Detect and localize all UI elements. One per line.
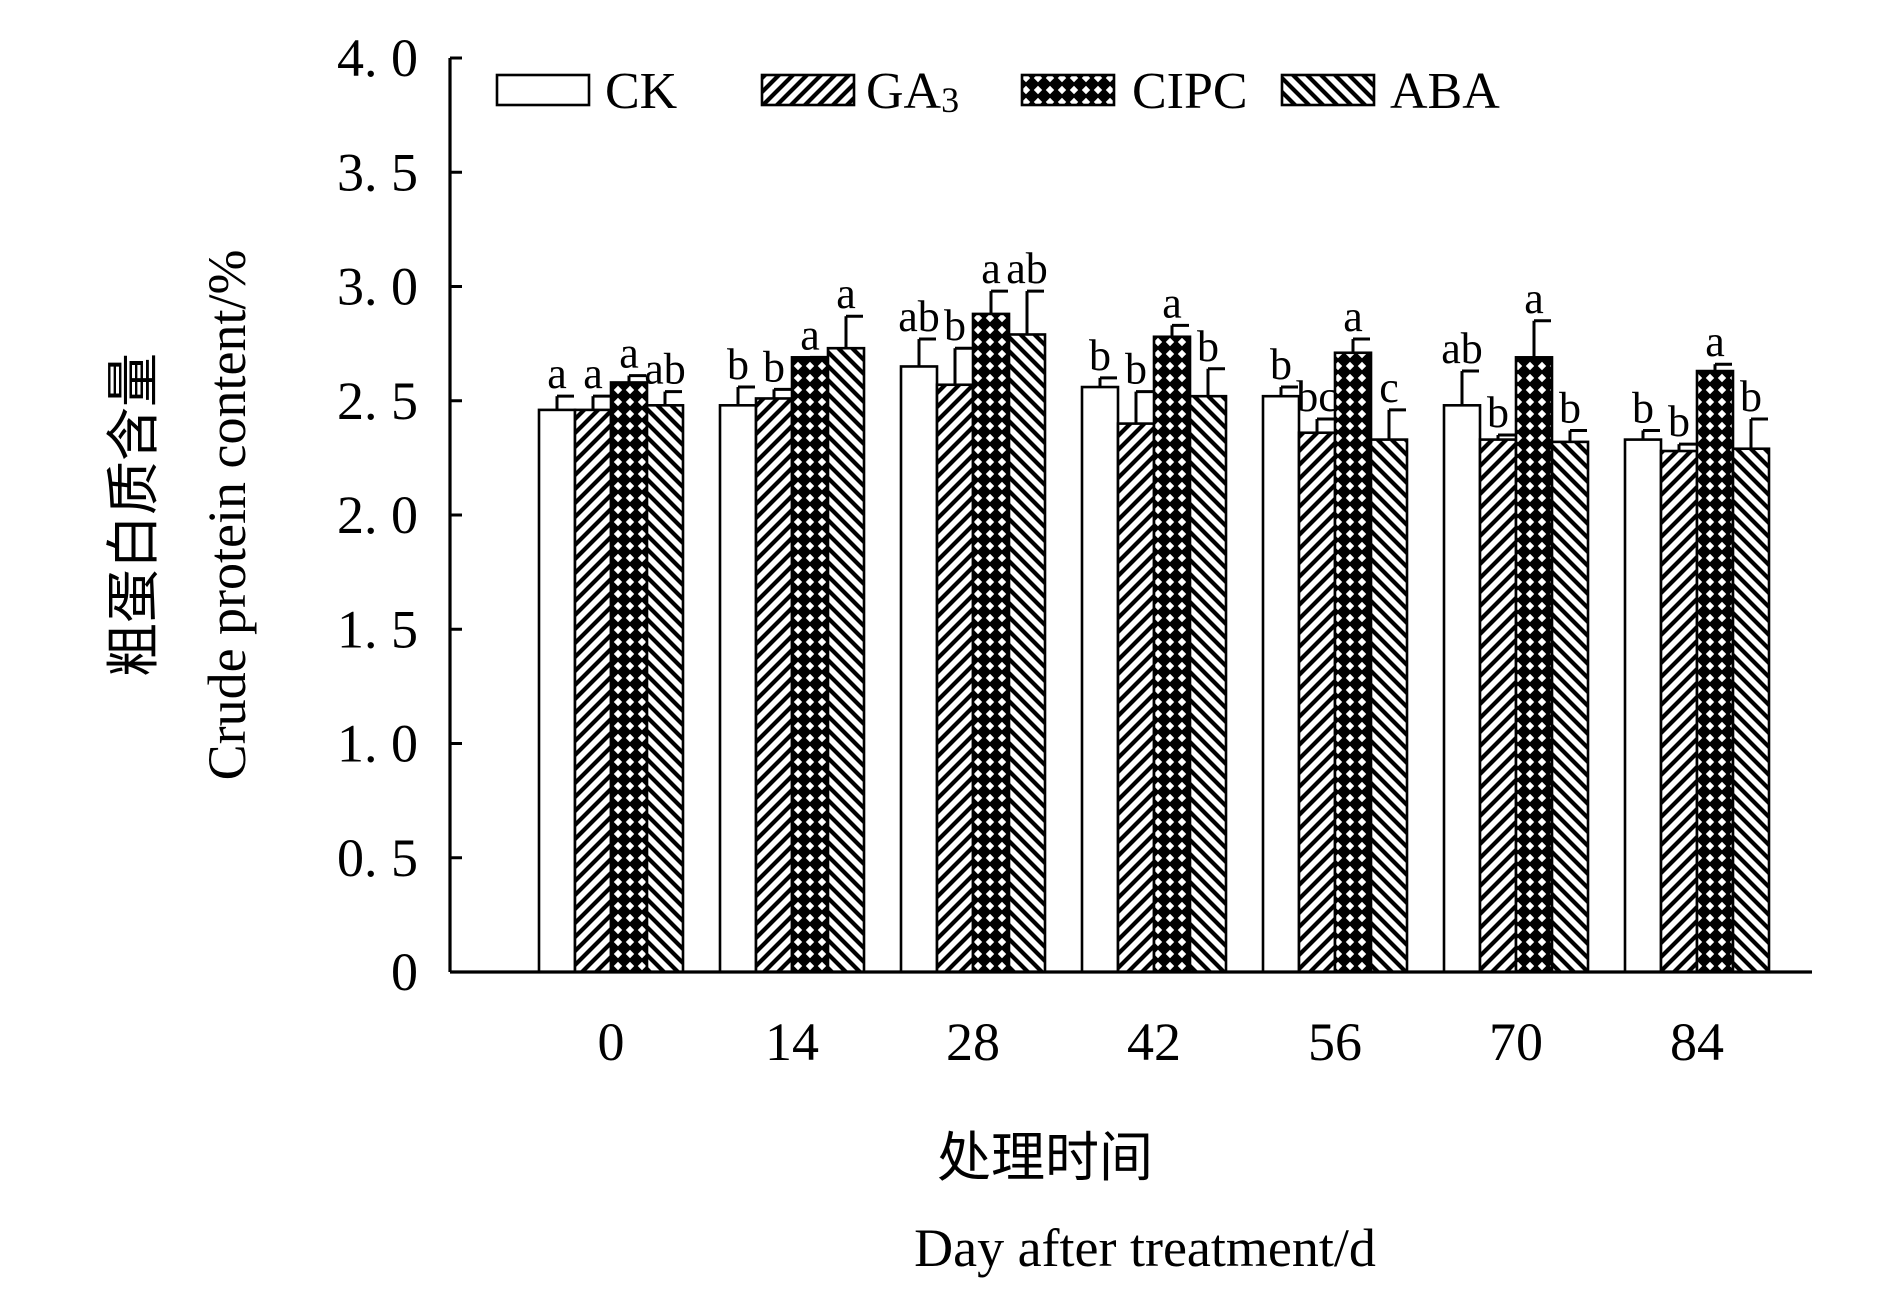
x-tick-label: 14	[765, 1012, 819, 1072]
significance-label: a	[583, 349, 603, 398]
y-tick-label: 2. 0	[337, 485, 418, 545]
x-tick-label: 28	[946, 1012, 1000, 1072]
significance-label: b	[1270, 340, 1292, 389]
significance-label: ab	[644, 345, 686, 394]
bar-ga3-day-28	[935, 383, 975, 974]
bar-aba-day-14	[826, 346, 866, 974]
legend-swatch-aba	[1280, 73, 1376, 107]
significance-label: a	[1343, 292, 1363, 341]
bar-aba-day-0	[645, 404, 685, 974]
bar-aba-day-42	[1188, 394, 1228, 974]
significance-label: a	[836, 269, 856, 318]
bar-ck-day-14	[718, 404, 758, 974]
significance-label: a	[619, 329, 639, 378]
legend-swatch-ck	[495, 73, 591, 107]
legend-label-text: CIPC	[1132, 63, 1248, 120]
significance-label: b	[1089, 331, 1111, 380]
bar-aba-day-28	[1007, 333, 1047, 974]
bar-ga3-day-42	[1116, 422, 1156, 974]
legend-label-aba: ABA	[1390, 63, 1500, 120]
bar-ck-day-84	[1623, 438, 1663, 974]
significance-label: a	[1705, 317, 1725, 366]
significance-label: ab	[1441, 324, 1483, 373]
significance-label: bc	[1296, 372, 1338, 421]
significance-label: a	[981, 244, 1001, 293]
bar-ga3-day-0	[573, 408, 613, 974]
y-axis-title: Crude protein content/%	[197, 250, 257, 781]
significance-label: b	[1559, 383, 1581, 432]
y-ticks: 0 0. 5 1. 0 1. 5 2. 0 2. 5 3. 0 3. 5 4. 0	[337, 28, 462, 1002]
significance-label: b	[1197, 322, 1219, 371]
legend-label-ga3: GA3	[866, 63, 959, 120]
x-tick-label: 70	[1489, 1012, 1543, 1072]
significance-label: b	[1487, 388, 1509, 437]
bar-ga3-day-70	[1478, 438, 1518, 974]
bar-ck-day-70	[1442, 404, 1482, 974]
y-tick-label: 0	[391, 942, 418, 1002]
bar-cipc-day-14	[790, 356, 830, 974]
significance-label: b	[944, 301, 966, 350]
legend-label-cipc: CIPC	[1132, 63, 1248, 120]
bar-ck-day-0	[537, 408, 577, 974]
bar-cipc-day-28	[971, 312, 1011, 974]
x-axis-title-cn: 处理时间	[937, 1128, 1153, 1188]
significance-label: ab	[1006, 244, 1048, 293]
bar-ck-day-56	[1261, 394, 1301, 974]
legend-label-text: CK	[605, 63, 678, 120]
y-axis-title-cn: 粗蛋白质含量	[104, 353, 164, 677]
bar-aba-day-70	[1550, 440, 1590, 974]
significance-label: b	[1125, 345, 1147, 394]
bar-cipc-day-0	[609, 381, 649, 974]
bar-ga3-day-84	[1659, 449, 1699, 974]
x-axis-title: Day after treatment/d	[914, 1218, 1376, 1278]
significance-label: ab	[898, 292, 940, 341]
legend: CK GA3 CIPC ABA	[495, 63, 1500, 120]
significance-label: b	[1632, 383, 1654, 432]
x-ticks: 0 14 28 42 56 70 84	[598, 1012, 1725, 1072]
axis-titles: 处理时间 Day after treatment/d 粗蛋白质含量 Crude …	[104, 250, 1376, 1278]
y-tick-label: 1. 5	[337, 599, 418, 659]
y-tick-label: 4. 0	[337, 28, 418, 88]
bar-cipc-day-56	[1333, 351, 1373, 974]
y-tick-label: 0. 5	[337, 828, 418, 888]
significance-label: b	[1668, 397, 1690, 446]
legend-label-text: ABA	[1390, 63, 1500, 120]
significance-label: a	[1162, 278, 1182, 327]
bar-aba-day-84	[1731, 447, 1771, 974]
bar-cipc-day-84	[1695, 369, 1735, 974]
bar-aba-day-56	[1369, 438, 1409, 974]
x-tick-label: 42	[1127, 1012, 1181, 1072]
legend-label-ck: CK	[605, 63, 678, 120]
legend-swatch-cipc	[1020, 73, 1116, 107]
y-tick-label: 3. 0	[337, 257, 418, 317]
bar-cipc-day-42	[1152, 335, 1192, 974]
significance-label: b	[1740, 372, 1762, 421]
significance-label: b	[727, 340, 749, 389]
legend-label-text: GA	[866, 63, 942, 120]
significance-label: a	[547, 349, 567, 398]
significance-label: a	[1524, 274, 1544, 323]
y-tick-label: 2. 5	[337, 371, 418, 431]
legend-label-subscript: 3	[941, 80, 959, 120]
bar-ga3-day-56	[1297, 431, 1337, 974]
x-tick-label: 84	[1670, 1012, 1724, 1072]
bar-ck-day-42	[1080, 385, 1120, 974]
significance-label: c	[1379, 363, 1399, 412]
x-tick-label: 56	[1308, 1012, 1362, 1072]
bar-cipc-day-70	[1514, 356, 1554, 974]
significance-label: b	[763, 342, 785, 391]
significance-label: a	[800, 310, 820, 359]
x-tick-label: 0	[598, 1012, 625, 1072]
bar-ga3-day-14	[754, 397, 794, 974]
y-tick-label: 1. 0	[337, 714, 418, 774]
y-tick-label: 3. 5	[337, 142, 418, 202]
legend-swatch-ga3	[760, 73, 856, 107]
bar-ck-day-28	[899, 365, 939, 974]
